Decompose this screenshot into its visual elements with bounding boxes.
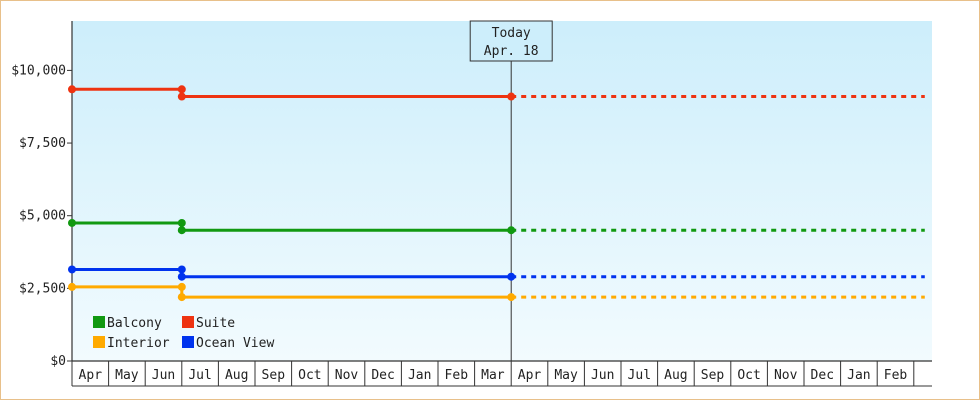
- x-month-label: Oct: [298, 368, 321, 383]
- legend-label: Suite: [196, 316, 235, 331]
- x-month-label: Aug: [664, 368, 687, 383]
- x-month-label: Apr: [79, 368, 103, 383]
- x-month-label: Nov: [335, 368, 359, 383]
- series-point: [177, 85, 186, 94]
- series-point: [177, 265, 186, 274]
- series-point: [177, 293, 186, 302]
- today-label: Today: [492, 26, 531, 41]
- legend-swatch: [182, 336, 194, 348]
- x-month-label: Sep: [262, 368, 286, 383]
- x-month-label: Dec: [811, 368, 834, 383]
- series-point: [507, 226, 516, 235]
- legend-label: Balcony: [107, 316, 162, 331]
- x-month-label: Jun: [152, 368, 175, 383]
- today-date: Apr. 18: [484, 44, 539, 59]
- legend-swatch: [93, 316, 105, 328]
- y-tick-label: $5,000: [19, 209, 66, 224]
- series-point: [177, 272, 186, 281]
- series-lines: [68, 85, 925, 302]
- x-month-label: Jun: [591, 368, 614, 383]
- series-point: [507, 293, 516, 302]
- x-month-label: May: [115, 368, 139, 383]
- series-point: [68, 282, 76, 291]
- x-month-label: Feb: [884, 368, 908, 383]
- plot-area: [72, 21, 932, 361]
- y-tick-label: $2,500: [19, 281, 66, 296]
- x-month-label: Jul: [628, 368, 651, 383]
- x-month-label: May: [554, 368, 578, 383]
- x-month-label: Jan: [408, 368, 431, 383]
- series-point: [507, 272, 516, 281]
- y-tick-label: $10,000: [11, 63, 66, 78]
- x-month-label: Jul: [188, 368, 211, 383]
- series-point: [68, 85, 76, 94]
- x-month-label: Aug: [225, 368, 248, 383]
- x-axis: Apr May Jun Jul Aug Sep Oct Nov Dec Jan Feb Mar Apr M…: [71, 360, 932, 387]
- legend-label: Interior: [107, 336, 170, 351]
- legend-swatch: [182, 316, 194, 328]
- series-point: [68, 218, 76, 227]
- legend-swatch: [93, 336, 105, 348]
- today-marker: Today Apr. 18: [469, 20, 553, 361]
- x-month-label: Sep: [701, 368, 725, 383]
- x-month-label: Nov: [774, 368, 798, 383]
- series-point: [177, 92, 186, 101]
- x-month-label: Jan: [847, 368, 870, 383]
- y-tick-label: $0: [50, 354, 66, 369]
- today-box: [469, 20, 553, 62]
- series-line-interior: [72, 285, 512, 299]
- x-month-label: Dec: [371, 368, 394, 383]
- legend-label: Ocean View: [196, 336, 274, 351]
- series-point: [177, 218, 186, 227]
- x-month-label: Apr: [518, 368, 542, 383]
- series-point: [177, 282, 186, 291]
- x-month-label: Feb: [445, 368, 469, 383]
- legend: Balcony Suite Interior Ocean View: [93, 316, 274, 351]
- series-point: [68, 265, 76, 274]
- x-month-label: Oct: [737, 368, 760, 383]
- series-point: [507, 92, 516, 101]
- x-month-label: Mar: [481, 368, 505, 383]
- y-axis: $0 $2,500 $5,000 $7,500 $10,000: [11, 21, 73, 369]
- y-tick-label: $7,500: [19, 136, 66, 151]
- series-point: [177, 226, 186, 235]
